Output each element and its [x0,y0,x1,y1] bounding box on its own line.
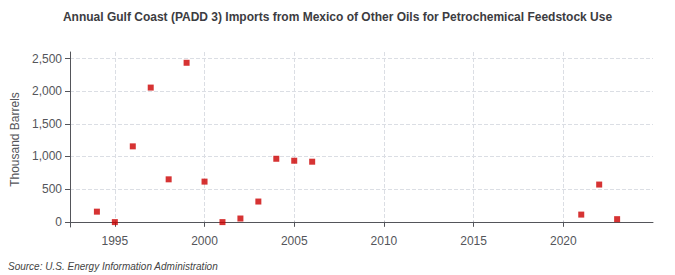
svg-text:Source: U.S. Energy Informatio: Source: U.S. Energy Information Administ… [8,261,218,272]
svg-text:2,500: 2,500 [32,52,62,66]
svg-text:2015: 2015 [460,234,487,248]
svg-text:1,000: 1,000 [32,149,62,163]
svg-text:2000: 2000 [191,234,218,248]
svg-text:2020: 2020 [550,234,577,248]
svg-text:2005: 2005 [281,234,308,248]
svg-text:1,500: 1,500 [32,117,62,131]
svg-text:Annual Gulf Coast (PADD 3) Imp: Annual Gulf Coast (PADD 3) Imports from … [63,10,613,24]
svg-text:2010: 2010 [371,234,398,248]
svg-text:1995: 1995 [101,234,128,248]
svg-text:0: 0 [55,215,62,229]
svg-text:Thousand Barrels: Thousand Barrels [8,92,22,187]
svg-text:2,000: 2,000 [32,84,62,98]
svg-text:500: 500 [42,182,62,196]
